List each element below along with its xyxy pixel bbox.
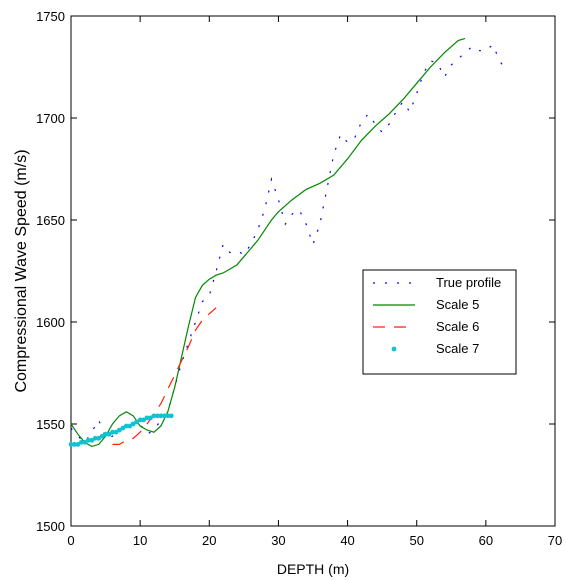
data-point	[96, 435, 102, 441]
data-point	[78, 439, 84, 445]
x-tick-label: 20	[202, 533, 216, 548]
data-point	[130, 421, 136, 427]
data-point	[82, 439, 88, 445]
data-point	[137, 417, 143, 423]
x-tick-label: 40	[340, 533, 354, 548]
data-point	[127, 423, 133, 429]
x-tick-label: 60	[479, 533, 493, 548]
legend-entry-scale-7: Scale 7	[391, 341, 479, 356]
x-axis: 0 10 20 30 40 50 60 70	[67, 16, 562, 548]
legend-label: Scale 5	[436, 297, 479, 312]
data-point	[113, 429, 119, 435]
data-point	[141, 417, 147, 423]
data-point	[92, 435, 98, 441]
data-point	[165, 413, 171, 419]
x-axis-label: DEPTH (m)	[277, 561, 349, 577]
legend-swatch	[391, 346, 397, 352]
legend: True profile Scale 5 Scale 6 Scale 7	[362, 269, 517, 375]
legend-entry-scale-5: Scale 5	[373, 297, 479, 312]
y-tick-label: 1650	[36, 213, 65, 228]
data-point	[158, 413, 164, 419]
data-point	[123, 423, 129, 429]
data-point	[144, 415, 150, 421]
x-tick-label: 0	[67, 533, 74, 548]
legend-label: Scale 7	[436, 341, 479, 356]
data-point	[148, 415, 153, 421]
y-tick-label: 1750	[36, 9, 65, 24]
y-axis-label: Compressional Wave Speed (m/s)	[13, 149, 30, 392]
data-point	[85, 437, 91, 443]
y-tick-label: 1550	[36, 417, 65, 432]
legend-entry-true-profile: True profile	[373, 275, 501, 290]
legend-entry-scale-6: Scale 6	[373, 319, 479, 334]
data-point	[110, 429, 115, 435]
legend-label: True profile	[436, 275, 501, 290]
x-tick-label: 10	[133, 533, 147, 548]
data-point	[89, 437, 95, 443]
legend-label: Scale 6	[436, 319, 479, 334]
y-tick-label: 1700	[36, 111, 65, 126]
series-line	[112, 307, 217, 445]
data-point	[134, 419, 140, 425]
data-point	[68, 442, 74, 447]
y-tick-label: 1600	[36, 315, 65, 330]
y-axis: 1500 1550 1600 1650 1700 1750	[36, 9, 555, 534]
data-point	[161, 413, 167, 419]
data-point	[106, 431, 112, 437]
series-line	[70, 37, 466, 448]
legend-box	[362, 269, 517, 375]
data-point	[117, 427, 122, 433]
data-point	[72, 442, 77, 447]
data-point	[99, 433, 105, 439]
data-point	[168, 413, 174, 419]
data-point	[103, 431, 108, 437]
data-point	[155, 413, 160, 419]
series-scale-5	[70, 37, 466, 448]
series-scale-6	[112, 307, 217, 445]
x-tick-label: 70	[548, 533, 562, 548]
x-tick-label: 30	[271, 533, 285, 548]
series-layer	[68, 37, 508, 448]
series-scale-7	[68, 413, 174, 447]
x-tick-label: 50	[409, 533, 423, 548]
data-point	[120, 425, 126, 431]
data-point	[151, 413, 157, 419]
data-point	[75, 442, 81, 447]
y-tick-label: 1500	[36, 519, 65, 534]
